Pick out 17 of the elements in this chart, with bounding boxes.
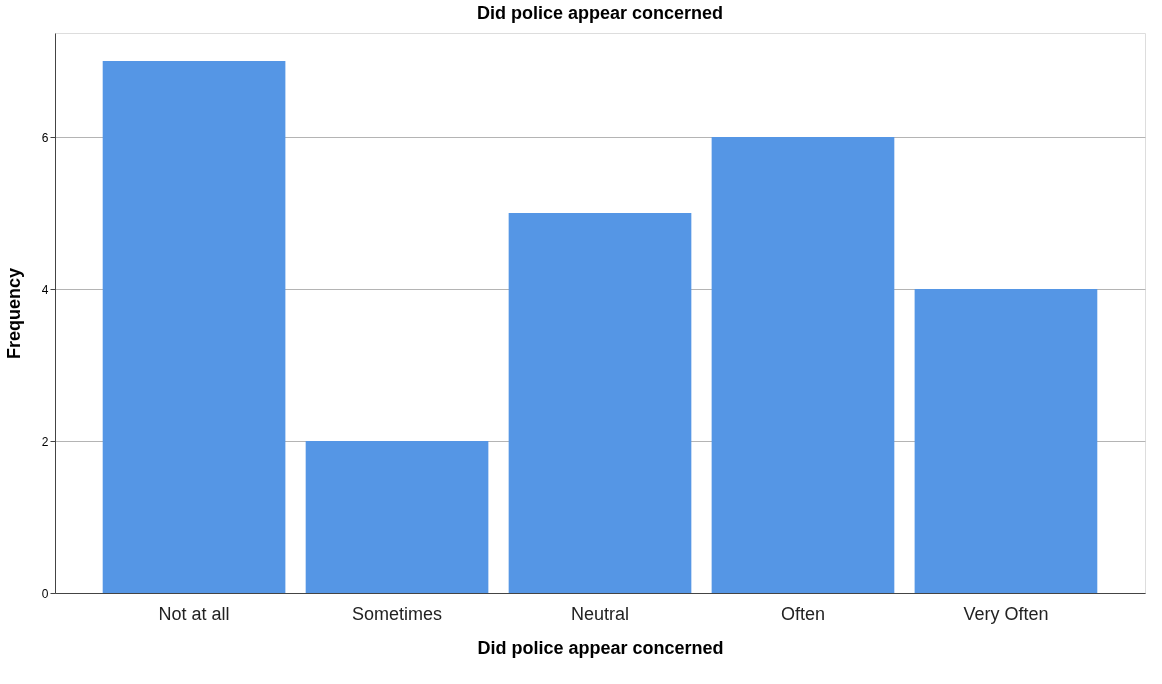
x-tick-label: Often: [780, 603, 825, 624]
x-tick-label: Neutral: [570, 603, 630, 624]
bar: [508, 213, 692, 593]
bar: [102, 61, 286, 593]
bar: [711, 137, 895, 593]
x-axis-title: Did police appear concerned: [477, 637, 724, 658]
bar: [914, 289, 1098, 593]
y-tick-label: 2: [41, 434, 49, 449]
bar: [305, 441, 489, 593]
y-tick-label: 6: [41, 130, 49, 145]
chart-title: Did police appear concerned: [476, 3, 724, 23]
x-tick-label: Not at all: [158, 603, 230, 624]
y-axis-title: Frequency: [3, 267, 24, 360]
y-tick-label: 4: [41, 282, 49, 297]
y-tick-label: 0: [41, 586, 49, 601]
x-tick-label: Very Often: [963, 603, 1049, 624]
x-tick-label: Sometimes: [352, 603, 443, 624]
